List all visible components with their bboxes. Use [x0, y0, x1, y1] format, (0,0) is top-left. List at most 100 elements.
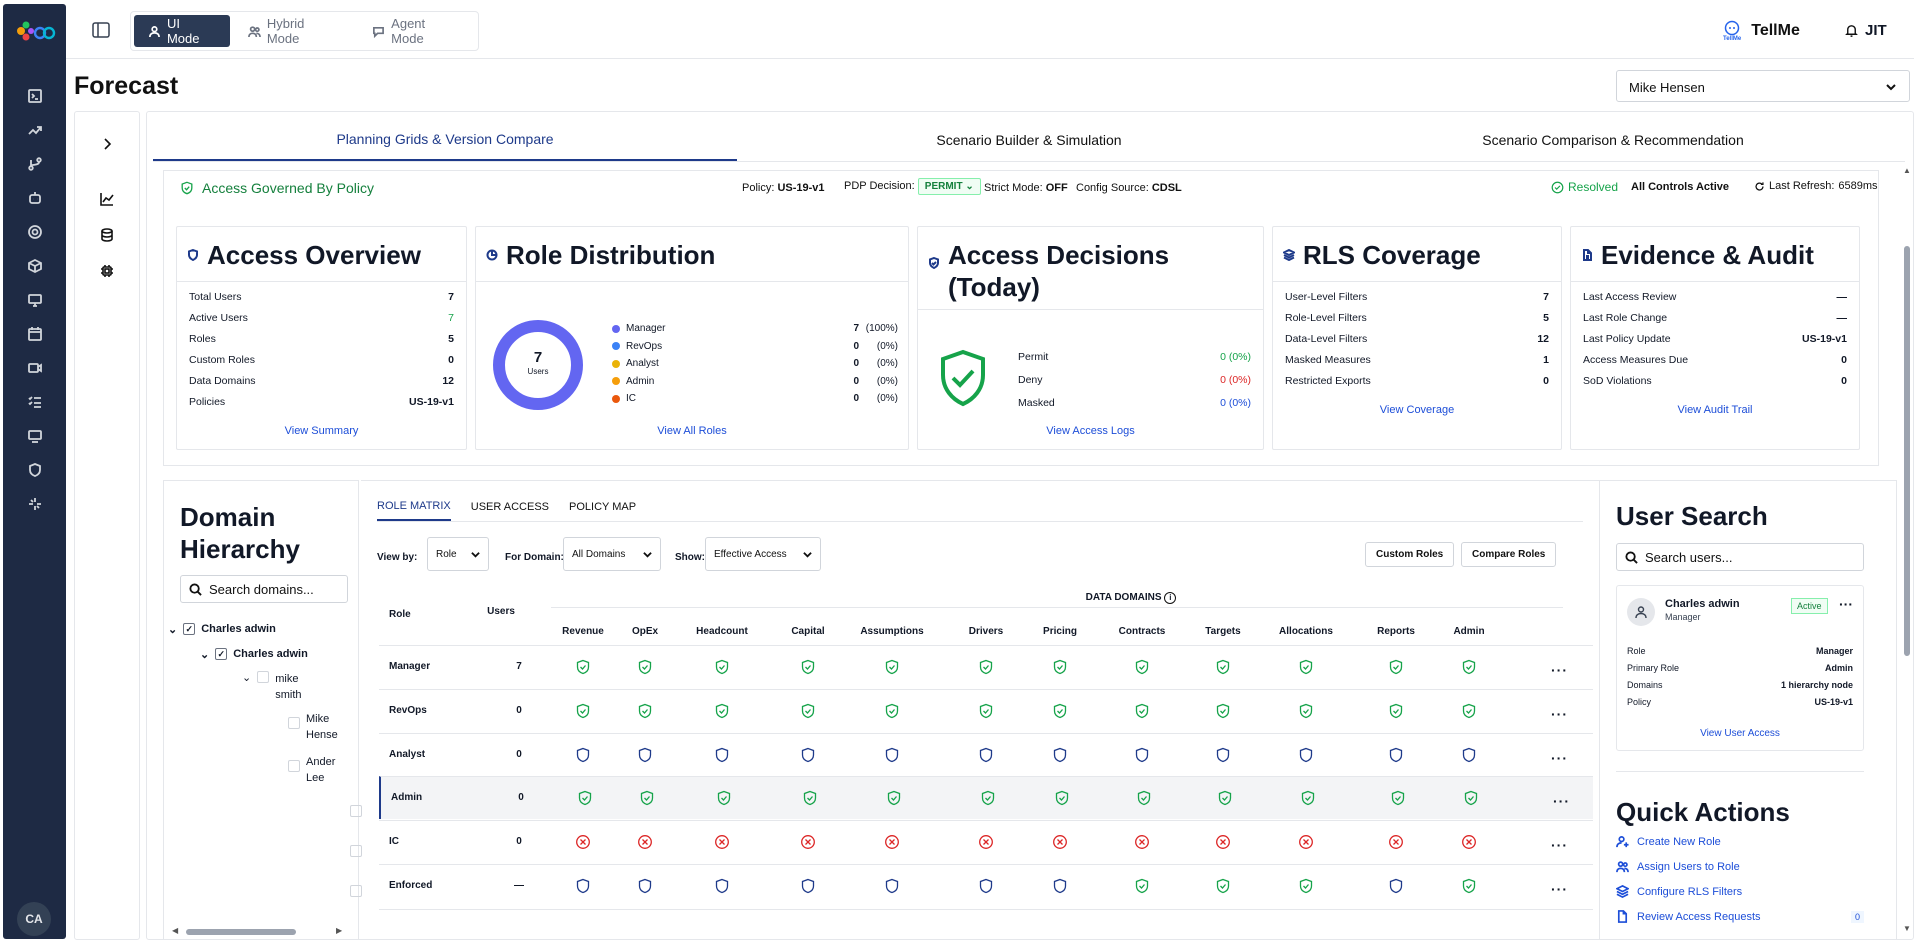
checkbox[interactable]	[350, 845, 362, 857]
access-cell[interactable]	[884, 747, 900, 763]
user-search-input[interactable]: Search users...	[1616, 543, 1864, 571]
access-cell[interactable]	[1388, 703, 1404, 719]
for-domain-select[interactable]: All Domains	[563, 537, 661, 571]
row-more-options-icon[interactable]: ···	[1553, 793, 1570, 810]
chevron-right-icon[interactable]	[99, 136, 115, 152]
vertical-scrollbar[interactable]: ▲ ▼	[1901, 166, 1913, 939]
checkbox-checked[interactable]: ✓	[183, 623, 196, 635]
checkbox[interactable]	[288, 717, 300, 729]
access-cell[interactable]	[1134, 659, 1150, 675]
access-cell[interactable]	[1052, 659, 1068, 675]
access-cell[interactable]	[575, 834, 591, 850]
tree-node[interactable]: ⌄ mike smith	[242, 671, 302, 703]
access-cell[interactable]	[1461, 703, 1477, 719]
access-cell[interactable]	[1215, 834, 1231, 850]
user-select[interactable]: Mike Hensen	[1616, 70, 1910, 102]
tree-node[interactable]: ⌄ ✓ Charles adwin	[168, 623, 276, 636]
access-cell[interactable]	[800, 659, 816, 675]
table-row[interactable]: Enforced — ···	[379, 864, 1593, 907]
row-more-options-icon[interactable]: ···	[1551, 881, 1568, 897]
access-cell[interactable]	[637, 747, 653, 763]
access-cell[interactable]	[1388, 659, 1404, 675]
table-row[interactable]: IC 0 ···	[379, 820, 1593, 863]
access-cell[interactable]	[1463, 790, 1479, 806]
access-cell[interactable]	[978, 834, 994, 850]
access-cell[interactable]	[978, 703, 994, 719]
access-cell[interactable]	[1054, 790, 1070, 806]
access-cell[interactable]	[637, 834, 653, 850]
table-row[interactable]: Admin 0 ···	[379, 776, 1593, 820]
access-cell[interactable]	[1388, 878, 1404, 894]
access-cell[interactable]	[1461, 747, 1477, 763]
cube-icon[interactable]	[25, 256, 45, 276]
access-cell[interactable]	[1388, 834, 1404, 850]
access-cell[interactable]	[980, 790, 996, 806]
access-cell[interactable]	[1215, 878, 1231, 894]
terminal-icon[interactable]	[25, 86, 45, 106]
access-cell[interactable]	[714, 703, 730, 719]
ui-mode-button[interactable]: UI Mode	[134, 15, 230, 47]
custom-roles-button[interactable]: Custom Roles	[1365, 542, 1455, 567]
access-cell[interactable]	[884, 878, 900, 894]
view-all-roles-link[interactable]: View All Roles	[657, 425, 727, 437]
user-avatar[interactable]: CA	[17, 902, 51, 936]
tab-scenario-comparison[interactable]: Scenario Comparison & Recommendation	[1482, 131, 1744, 148]
access-cell[interactable]	[1215, 703, 1231, 719]
app-logo-icon[interactable]	[13, 18, 57, 44]
access-cell[interactable]	[716, 790, 732, 806]
row-more-options-icon[interactable]: ···	[1551, 662, 1568, 678]
tab-policy-map[interactable]: POLICY MAP	[569, 501, 637, 513]
access-cell[interactable]	[1136, 790, 1152, 806]
access-cell[interactable]	[1298, 834, 1314, 850]
access-cell[interactable]	[1134, 703, 1150, 719]
access-cell[interactable]	[978, 878, 994, 894]
tab-planning-grids[interactable]: Planning Grids & Version Compare	[153, 118, 737, 161]
scroll-right-icon[interactable]: ▶	[336, 926, 343, 935]
view-coverage-link[interactable]: View Coverage	[1379, 404, 1455, 416]
scrollbar-thumb[interactable]	[1904, 246, 1910, 656]
access-cell[interactable]	[802, 790, 818, 806]
access-cell[interactable]	[577, 790, 593, 806]
access-cell[interactable]	[1217, 790, 1233, 806]
chevron-down-icon[interactable]: ⌄	[200, 649, 210, 661]
access-cell[interactable]	[1298, 878, 1314, 894]
view-user-access-link[interactable]: View User Access	[1700, 728, 1780, 739]
access-cell[interactable]	[1298, 703, 1314, 719]
robot-icon[interactable]	[25, 188, 45, 208]
access-cell[interactable]	[1052, 878, 1068, 894]
trending-icon[interactable]	[25, 120, 45, 140]
compare-roles-button[interactable]: Compare Roles	[1461, 542, 1557, 567]
access-cell[interactable]	[886, 790, 902, 806]
access-cell[interactable]	[1390, 790, 1406, 806]
row-more-options-icon[interactable]: ···	[1551, 837, 1568, 854]
access-cell[interactable]	[1134, 878, 1150, 894]
horizontal-scrollbar[interactable]: ◀ ▶	[172, 926, 348, 937]
scroll-down-icon[interactable]: ▼	[1903, 924, 1911, 933]
access-cell[interactable]	[575, 747, 591, 763]
info-icon[interactable]: i	[1164, 592, 1177, 604]
chevron-down-icon[interactable]: ⌄	[168, 624, 178, 636]
create-new-role-action[interactable]: Create New Role	[1616, 835, 1721, 848]
access-cell[interactable]	[1461, 659, 1477, 675]
pdp-permit-badge[interactable]: PERMIT ⌄	[917, 178, 981, 195]
access-cell[interactable]	[1298, 747, 1314, 763]
calendar-icon[interactable]	[25, 324, 45, 344]
access-cell[interactable]	[1134, 834, 1150, 850]
access-cell[interactable]	[884, 659, 900, 675]
configure-rls-action[interactable]: Configure RLS Filters	[1616, 885, 1742, 898]
tree-node[interactable]: ⌄ ✓ Charles adwin	[200, 648, 308, 661]
display-icon[interactable]	[25, 426, 45, 446]
checklist-icon[interactable]	[25, 392, 45, 412]
access-cell[interactable]	[575, 703, 591, 719]
access-cell[interactable]	[1134, 747, 1150, 763]
access-cell[interactable]	[1215, 659, 1231, 675]
assign-users-action[interactable]: Assign Users to Role	[1616, 860, 1740, 873]
access-cell[interactable]	[800, 834, 816, 850]
review-access-requests-action[interactable]: Review Access Requests 0	[1616, 910, 1864, 923]
show-select[interactable]: Effective Access	[705, 537, 821, 571]
row-more-options-icon[interactable]: ···	[1551, 749, 1568, 766]
table-row[interactable]: Analyst 0 ···	[379, 732, 1593, 776]
monitor-icon[interactable]	[25, 290, 45, 310]
tab-role-matrix[interactable]: ROLE MATRIX	[377, 493, 451, 521]
table-row[interactable]: Manager 7 ···	[379, 645, 1593, 688]
